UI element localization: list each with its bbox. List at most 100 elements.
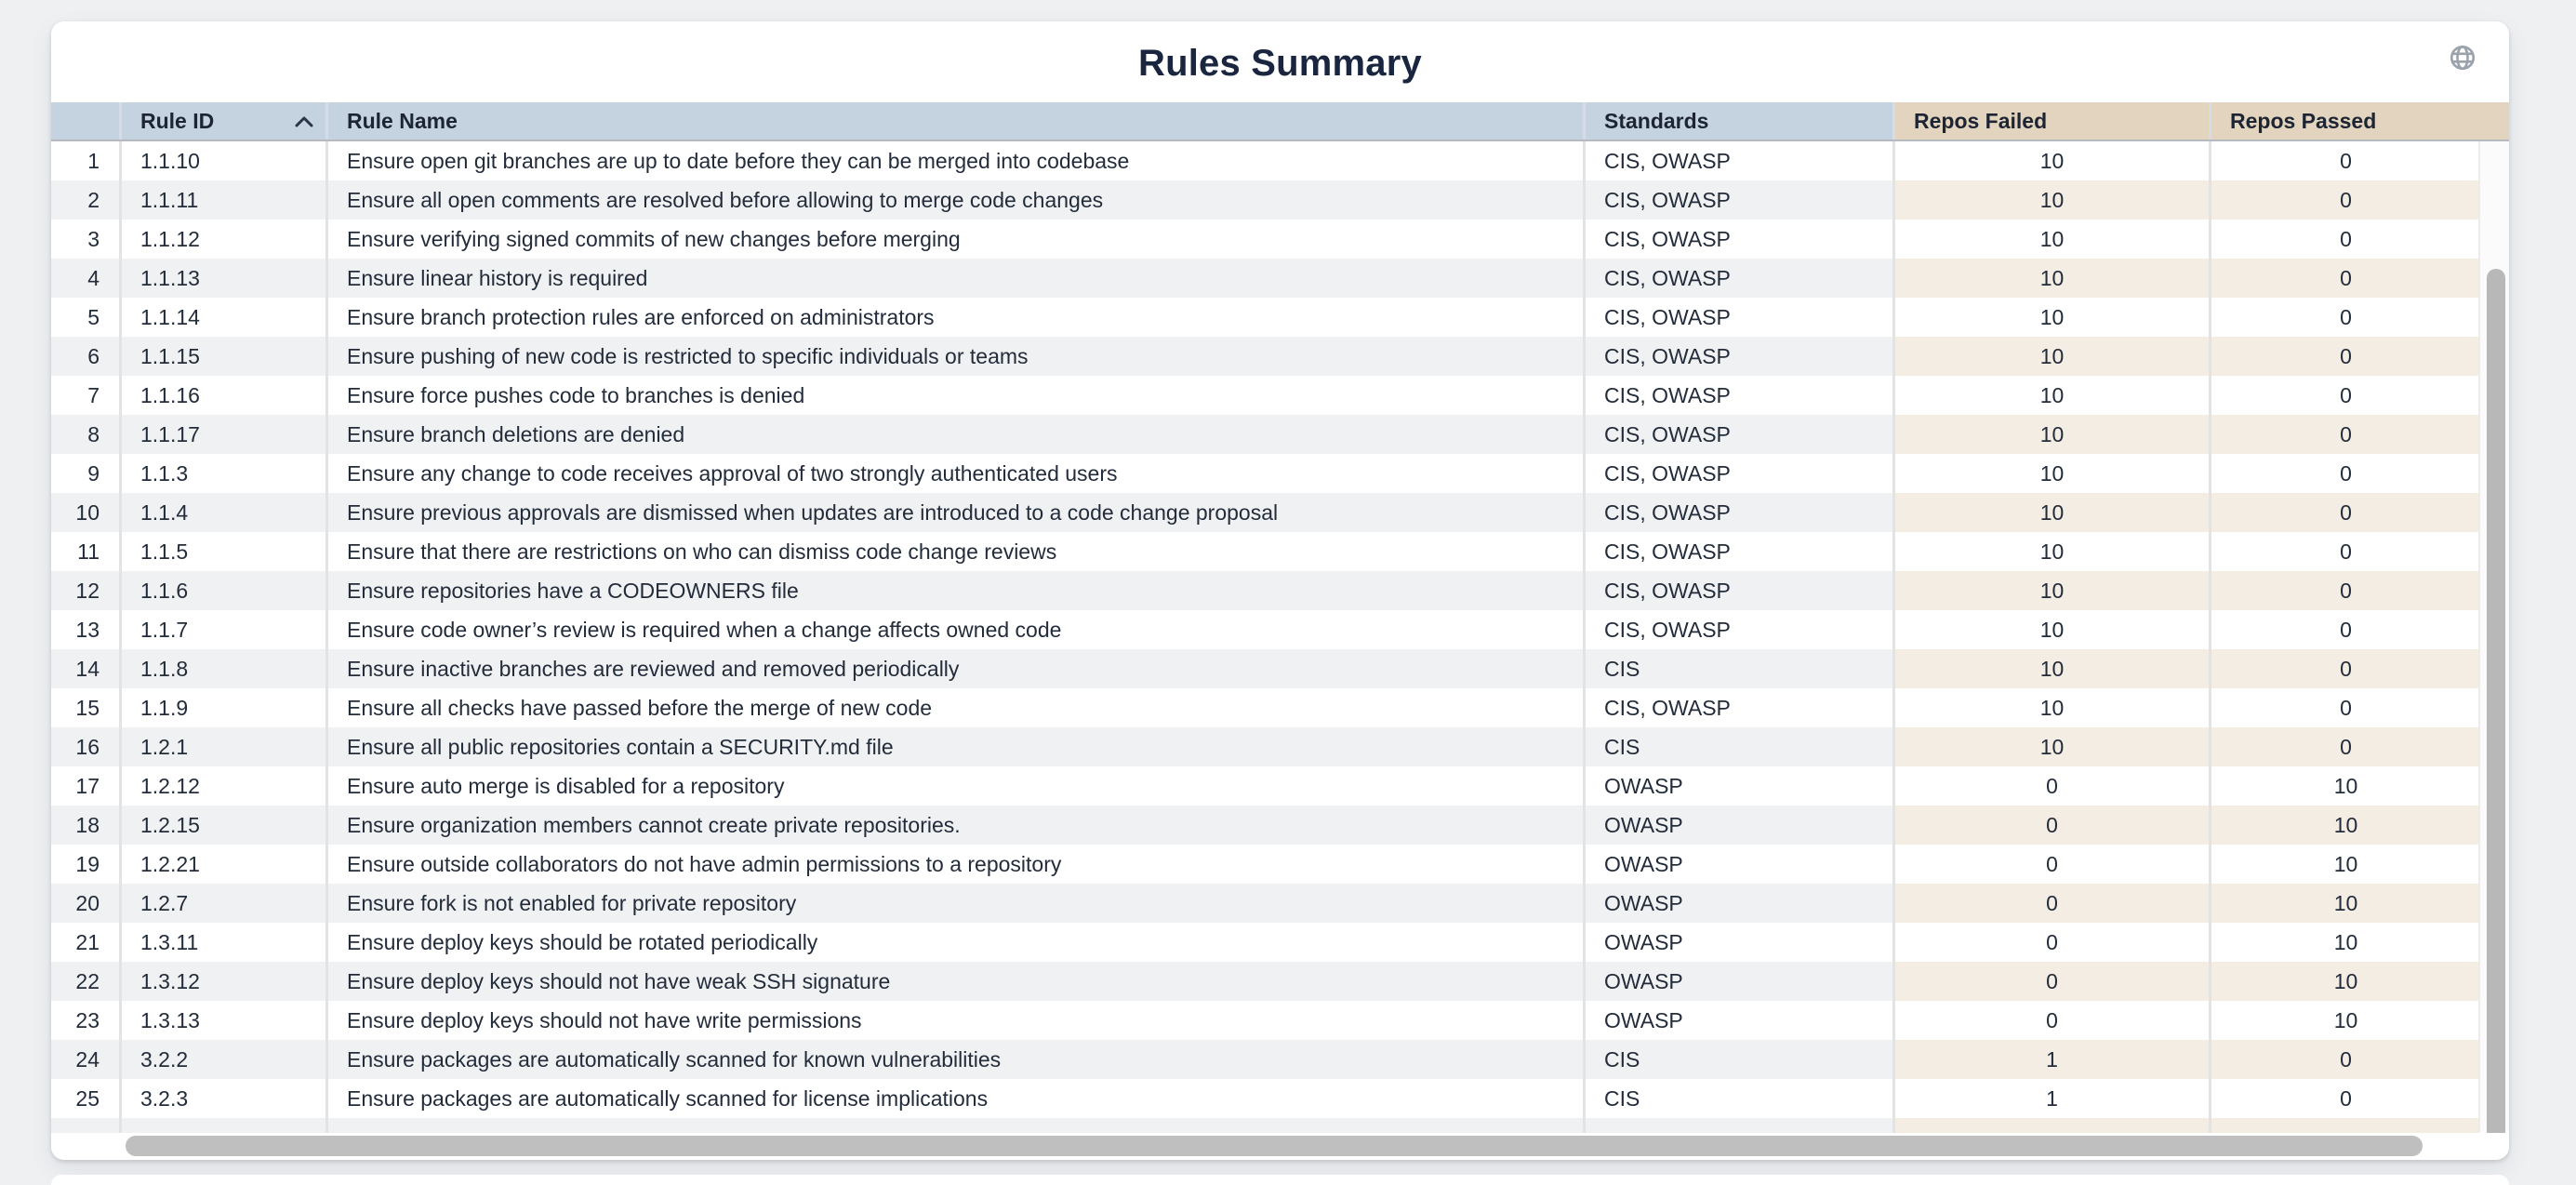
table-row[interactable]: 18 1.2.15 Ensure organization members ca… bbox=[51, 806, 2480, 845]
repos-passed-cell: 0 bbox=[2209, 610, 2480, 649]
rule-name-cell: Ensure packages are automatically scanne… bbox=[325, 1040, 1583, 1079]
row-index-cell: 24 bbox=[51, 1040, 119, 1079]
table-header-row: Rule ID Rule Name Standards Repos Failed… bbox=[51, 102, 2509, 141]
horizontal-scrollbar-track[interactable] bbox=[51, 1133, 2509, 1160]
table-row[interactable]: 13 1.1.7 Ensure code owner’s review is r… bbox=[51, 610, 2480, 649]
table-row[interactable]: 10 1.1.4 Ensure previous approvals are d… bbox=[51, 493, 2480, 532]
table-row[interactable]: 17 1.2.12 Ensure auto merge is disabled … bbox=[51, 766, 2480, 806]
rule-name-cell: Ensure previous approvals are dismissed … bbox=[325, 493, 1583, 532]
rule-name-cell: Ensure force pushes code to branches is … bbox=[325, 376, 1583, 415]
column-header-standards[interactable]: Standards bbox=[1583, 102, 1892, 140]
repos-passed-cell: 0 bbox=[2209, 688, 2480, 727]
rule-id-cell: 1.3.11 bbox=[119, 923, 325, 962]
standards-cell: CIS, OWASP bbox=[1583, 180, 1892, 220]
table-row[interactable]: 19 1.2.21 Ensure outside collaborators d… bbox=[51, 845, 2480, 884]
rule-name-cell: Ensure inactive branches are reviewed an… bbox=[325, 649, 1583, 688]
repos-failed-cell: 0 bbox=[1892, 923, 2209, 962]
column-header-rule-name[interactable]: Rule Name bbox=[325, 102, 1583, 140]
standards-cell: OWASP bbox=[1583, 884, 1892, 923]
table-row[interactable]: 23 1.3.13 Ensure deploy keys should not … bbox=[51, 1001, 2480, 1040]
table-row[interactable]: 2 1.1.11 Ensure all open comments are re… bbox=[51, 180, 2480, 220]
rule-name-cell: Ensure outside collaborators do not have… bbox=[325, 845, 1583, 884]
row-index-cell: 21 bbox=[51, 923, 119, 962]
rule-id-cell: 1.1.5 bbox=[119, 532, 325, 571]
standards-cell: CIS bbox=[1583, 727, 1892, 766]
rule-name-cell: Ensure deploy keys should be rotated per… bbox=[325, 923, 1583, 962]
repos-passed-cell: 0 bbox=[2209, 493, 2480, 532]
standards-cell: CIS, OWASP bbox=[1583, 688, 1892, 727]
column-header-repos-passed[interactable]: Repos Passed bbox=[2209, 102, 2509, 140]
row-index-cell: 12 bbox=[51, 571, 119, 610]
repos-passed-cell: 0 bbox=[2209, 376, 2480, 415]
table-row[interactable]: 3 1.1.12 Ensure verifying signed commits… bbox=[51, 220, 2480, 259]
table-row[interactable]: 24 3.2.2 Ensure packages are automatical… bbox=[51, 1040, 2480, 1079]
column-header-rule-id[interactable]: Rule ID bbox=[119, 102, 325, 140]
table-row[interactable]: 22 1.3.12 Ensure deploy keys should not … bbox=[51, 962, 2480, 1001]
repos-passed-cell: 0 bbox=[2209, 180, 2480, 220]
standards-cell: CIS bbox=[1583, 1040, 1892, 1079]
repos-failed-cell: 1 bbox=[1892, 1040, 2209, 1079]
table-row[interactable]: 5 1.1.14 Ensure branch protection rules … bbox=[51, 298, 2480, 337]
table-row[interactable]: 8 1.1.17 Ensure branch deletions are den… bbox=[51, 415, 2480, 454]
horizontal-scrollbar-thumb[interactable] bbox=[126, 1136, 2423, 1156]
standards-cell: CIS, OWASP bbox=[1583, 337, 1892, 376]
table-row[interactable]: 6 1.1.15 Ensure pushing of new code is r… bbox=[51, 337, 2480, 376]
table-row[interactable]: 20 1.2.7 Ensure fork is not enabled for … bbox=[51, 884, 2480, 923]
row-index-cell: 10 bbox=[51, 493, 119, 532]
rule-name-cell: Ensure pushing of new code is restricted… bbox=[325, 337, 1583, 376]
row-index-cell: 16 bbox=[51, 727, 119, 766]
globe-icon[interactable] bbox=[2449, 44, 2476, 72]
rule-id-cell: 1.1.3 bbox=[119, 454, 325, 493]
repos-failed-cell: 10 bbox=[1892, 298, 2209, 337]
rules-summary-card: Rules Summary Rule ID Rul bbox=[51, 21, 2509, 1160]
table-row[interactable]: 12 1.1.6 Ensure repositories have a CODE… bbox=[51, 571, 2480, 610]
table-row[interactable]: 4 1.1.13 Ensure linear history is requir… bbox=[51, 259, 2480, 298]
rule-id-cell: 1.1.6 bbox=[119, 571, 325, 610]
standards-cell: CIS, OWASP bbox=[1583, 376, 1892, 415]
rule-id-cell: 1.1.17 bbox=[119, 415, 325, 454]
repos-failed-cell: 10 bbox=[1892, 220, 2209, 259]
column-header-index[interactable] bbox=[51, 102, 119, 140]
standards-cell: CIS, OWASP bbox=[1583, 571, 1892, 610]
table-row[interactable]: 7 1.1.16 Ensure force pushes code to bra… bbox=[51, 376, 2480, 415]
table-row[interactable]: 16 1.2.1 Ensure all public repositories … bbox=[51, 727, 2480, 766]
repos-passed-cell: 0 bbox=[2209, 571, 2480, 610]
table-row[interactable]: 11 1.1.5 Ensure that there are restricti… bbox=[51, 532, 2480, 571]
rule-id-cell: 1.2.12 bbox=[119, 766, 325, 806]
rule-name-cell: Ensure that there are restrictions on wh… bbox=[325, 532, 1583, 571]
rule-name-cell: Ensure deploy keys should not have weak … bbox=[325, 962, 1583, 1001]
row-index-cell: 9 bbox=[51, 454, 119, 493]
table-row[interactable]: 25 3.2.3 Ensure packages are automatical… bbox=[51, 1079, 2480, 1118]
rule-name-cell: Ensure repositories have a CODEOWNERS fi… bbox=[325, 571, 1583, 610]
repos-failed-cell bbox=[1892, 1118, 2209, 1133]
standards-cell: CIS, OWASP bbox=[1583, 220, 1892, 259]
table-row-partial[interactable] bbox=[51, 1118, 2480, 1133]
repos-passed-cell: 0 bbox=[2209, 454, 2480, 493]
repos-failed-cell: 0 bbox=[1892, 1001, 2209, 1040]
repos-failed-cell: 0 bbox=[1892, 884, 2209, 923]
rule-id-cell: 1.1.10 bbox=[119, 141, 325, 180]
rule-name-cell: Ensure any change to code receives appro… bbox=[325, 454, 1583, 493]
repos-failed-cell: 0 bbox=[1892, 806, 2209, 845]
table-row[interactable]: 21 1.3.11 Ensure deploy keys should be r… bbox=[51, 923, 2480, 962]
row-index-cell: 13 bbox=[51, 610, 119, 649]
table-row[interactable]: 14 1.1.8 Ensure inactive branches are re… bbox=[51, 649, 2480, 688]
rule-id-cell: 1.2.15 bbox=[119, 806, 325, 845]
rule-name-cell: Ensure verifying signed commits of new c… bbox=[325, 220, 1583, 259]
repos-failed-cell: 10 bbox=[1892, 454, 2209, 493]
rule-id-cell: 1.1.15 bbox=[119, 337, 325, 376]
vertical-scrollbar-track[interactable] bbox=[2478, 141, 2509, 1132]
row-index-cell: 18 bbox=[51, 806, 119, 845]
table-row[interactable]: 1 1.1.10 Ensure open git branches are up… bbox=[51, 141, 2480, 180]
table-row[interactable]: 9 1.1.3 Ensure any change to code receiv… bbox=[51, 454, 2480, 493]
row-index-cell: 15 bbox=[51, 688, 119, 727]
column-header-repos-failed[interactable]: Repos Failed bbox=[1892, 102, 2209, 140]
repos-passed-cell: 0 bbox=[2209, 220, 2480, 259]
repos-passed-cell: 0 bbox=[2209, 337, 2480, 376]
table-row[interactable]: 15 1.1.9 Ensure all checks have passed b… bbox=[51, 688, 2480, 727]
vertical-scrollbar-thumb[interactable] bbox=[2487, 269, 2505, 1160]
standards-cell: OWASP bbox=[1583, 923, 1892, 962]
rule-name-cell bbox=[325, 1118, 1583, 1133]
row-index-cell: 14 bbox=[51, 649, 119, 688]
standards-cell bbox=[1583, 1118, 1892, 1133]
